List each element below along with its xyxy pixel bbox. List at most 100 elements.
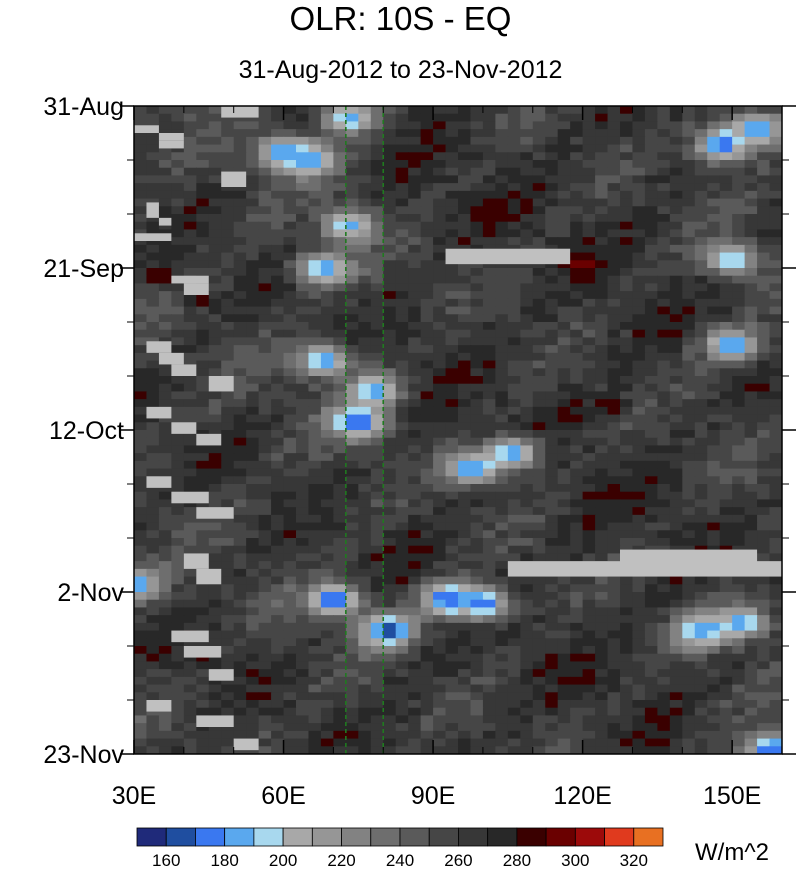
olr-cell	[520, 453, 534, 462]
olr-cell	[570, 160, 584, 169]
olr-cell	[296, 175, 310, 184]
olr-cell	[644, 214, 658, 223]
olr-cell	[420, 337, 434, 346]
olr-cell	[682, 368, 696, 377]
olr-cell	[183, 545, 197, 555]
olr-cell	[707, 298, 721, 308]
olr-cell	[208, 329, 222, 339]
olr-cell	[507, 460, 521, 470]
olr-cell	[146, 152, 160, 161]
olr-cell	[632, 715, 646, 724]
olr-cell	[507, 615, 521, 624]
olr-cell	[308, 229, 322, 238]
olr-cell	[445, 229, 459, 238]
olr-cell	[520, 152, 534, 161]
olr-cell	[644, 260, 658, 269]
olr-cell	[707, 283, 721, 292]
olr-cell	[146, 298, 160, 308]
olr-cell	[383, 329, 397, 339]
olr-cell	[707, 530, 721, 539]
olr-cell	[470, 113, 484, 123]
olr-cell	[657, 676, 671, 686]
olr-cell	[520, 206, 534, 215]
olr-cell	[221, 568, 235, 578]
olr-cell	[258, 376, 272, 385]
olr-cell	[358, 106, 372, 115]
olr-cell	[358, 507, 372, 516]
olr-cell	[495, 206, 509, 215]
olr-cell	[308, 298, 322, 308]
olr-cell	[420, 268, 434, 277]
olr-cell	[694, 661, 708, 670]
olr-cell	[769, 129, 782, 138]
olr-cell	[719, 244, 733, 254]
olr-cell	[470, 260, 484, 269]
olr-cell	[383, 406, 397, 416]
olr-cell	[233, 468, 247, 477]
olr-cell	[545, 260, 559, 269]
olr-cell	[296, 414, 310, 423]
olr-cell	[395, 136, 409, 146]
olr-cell	[383, 460, 397, 470]
olr-cell	[283, 746, 297, 754]
olr-cell	[582, 484, 596, 493]
olr-cell	[358, 484, 372, 493]
olr-cell	[208, 746, 222, 754]
olr-cell	[694, 376, 708, 385]
olr-cell	[383, 206, 397, 215]
olr-cell	[146, 607, 160, 616]
missing-data-cell	[620, 549, 758, 569]
olr-cell	[769, 406, 782, 416]
olr-cell	[582, 275, 596, 285]
olr-cell	[644, 306, 658, 315]
olr-cell	[246, 592, 260, 601]
olr-cell	[694, 707, 708, 717]
olr-cell	[644, 460, 658, 470]
olr-cell	[171, 252, 185, 261]
olr-cell	[445, 715, 459, 724]
olr-cell	[233, 183, 247, 192]
olr-cell	[221, 406, 235, 416]
olr-cell	[408, 391, 422, 400]
olr-cell	[520, 183, 534, 192]
olr-cell	[196, 368, 210, 377]
olr-cell	[669, 646, 683, 655]
olr-cell	[719, 360, 733, 369]
olr-cell	[271, 283, 285, 292]
olr-cell	[221, 445, 235, 454]
olr-cell	[283, 460, 297, 470]
olr-cell	[383, 584, 397, 593]
olr-cell	[757, 229, 771, 238]
olr-cell	[420, 646, 434, 655]
olr-cell	[370, 484, 384, 493]
olr-cell	[320, 514, 334, 524]
olr-cell	[233, 484, 247, 493]
olr-cell	[744, 507, 758, 516]
olr-cell	[134, 723, 148, 732]
olr-cell	[644, 661, 658, 670]
olr-cell	[383, 499, 397, 508]
olr-cell	[433, 568, 447, 578]
olr-cell	[271, 113, 285, 123]
olr-cell	[482, 460, 496, 470]
olr-cell	[358, 468, 372, 477]
olr-cell	[682, 352, 696, 362]
olr-cell	[370, 129, 384, 138]
olr-cell	[296, 298, 310, 308]
olr-cell	[557, 399, 571, 408]
olr-cell	[620, 499, 634, 508]
olr-cell	[694, 630, 708, 639]
olr-cell	[644, 738, 658, 747]
olr-cell	[271, 314, 285, 323]
olr-cell	[482, 414, 496, 423]
olr-cell	[233, 229, 247, 238]
olr-cell	[620, 615, 634, 624]
olr-cell	[532, 468, 546, 477]
olr-cell	[707, 275, 721, 285]
olr-cell	[458, 453, 472, 462]
olr-cell	[296, 406, 310, 416]
olr-cell	[532, 306, 546, 315]
olr-cell	[470, 730, 484, 740]
olr-cell	[221, 399, 235, 408]
olr-cell	[669, 522, 683, 531]
